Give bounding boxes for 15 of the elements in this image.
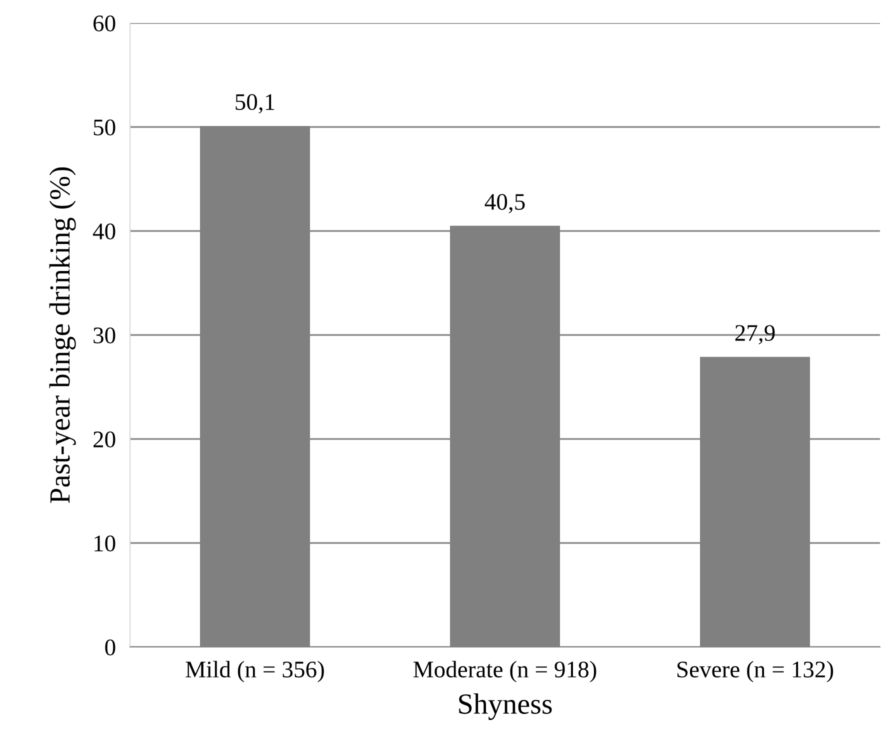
- y-tick-label: 60: [94, 15, 116, 32]
- data-label: 40,5: [484, 194, 525, 214]
- y-tick-label: 40: [92, 223, 116, 240]
- x-tick-label: Moderate (n = 918): [413, 660, 596, 682]
- data-label: 27,9: [735, 325, 775, 344]
- y-tick-label: 30: [94, 327, 116, 344]
- y-axis-title: Past-year binge drinking (%): [49, 167, 76, 504]
- x-axis-title: Shyness: [459, 693, 552, 720]
- x-tick-label: Mild (n = 356): [186, 660, 324, 682]
- data-label: 50,1: [236, 94, 274, 114]
- y-tick-label: 0: [105, 639, 116, 656]
- y-tick-label: 50: [94, 119, 116, 136]
- y-tick-label: 10: [94, 535, 116, 552]
- y-tick-label: 20: [94, 431, 116, 448]
- x-tick-label: Severe (n = 132): [677, 660, 834, 682]
